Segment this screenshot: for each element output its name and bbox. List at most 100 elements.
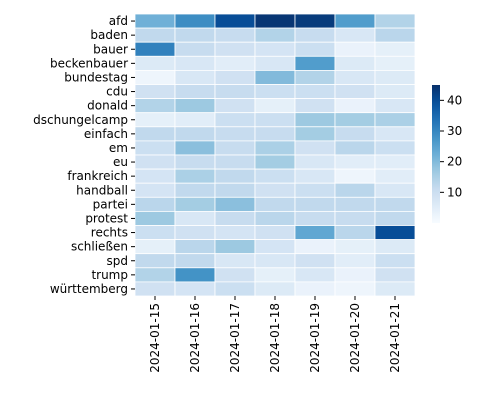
heatmap-cell [134, 267, 176, 283]
heatmap-cell [254, 140, 296, 156]
heatmap-cell [174, 225, 216, 241]
heatmap-cell [254, 27, 296, 43]
heatmap-cell [174, 168, 216, 184]
heatmap-cell [134, 13, 176, 29]
heatmap-cell [254, 182, 296, 198]
heatmap-cell [294, 239, 336, 255]
x-tick-label: 2024-01-16 [188, 303, 202, 373]
heatmap-cell [294, 168, 336, 184]
heatmap-cell [254, 154, 296, 170]
heatmap-cell [294, 210, 336, 226]
heatmap-cell [214, 98, 256, 114]
x-tick-label: 2024-01-18 [268, 303, 282, 373]
heatmap-cell [334, 253, 376, 269]
heatmap-cell [334, 154, 376, 170]
y-tick-label: protest [85, 211, 128, 225]
heatmap-cell [334, 196, 376, 212]
heatmap-cell [334, 239, 376, 255]
heatmap-cell [134, 98, 176, 114]
heatmap-cell [374, 70, 416, 85]
heatmap-cell [294, 140, 336, 156]
heatmap-cell [254, 126, 296, 142]
heatmap-cell [334, 13, 376, 29]
colorbar-gradient [432, 85, 440, 223]
y-tick-label: spd [107, 254, 129, 268]
heatmap-cell [294, 267, 336, 283]
heatmap-cell [174, 182, 216, 198]
heatmap-cell [334, 55, 376, 71]
heatmap-cell [334, 168, 376, 184]
heatmap-cell [374, 267, 416, 283]
heatmap-cell [214, 27, 256, 43]
heatmap-cell [334, 41, 376, 57]
heatmap-cell [334, 210, 376, 226]
heatmap-cell [174, 140, 216, 156]
heatmap-cell [374, 126, 416, 142]
y-tick-label: eu [113, 155, 128, 169]
y-tick-label: donald [87, 99, 128, 113]
heatmap-cell [214, 13, 256, 29]
heatmap-cell [374, 154, 416, 170]
heatmap-cell [334, 112, 376, 128]
heatmap-cell [294, 196, 336, 212]
heatmap-cell [174, 196, 216, 212]
y-tick-label: bundestag [64, 70, 128, 84]
y-tick-label: bauer [93, 42, 128, 56]
heatmap-cell [214, 267, 256, 283]
y-tick-label: handball [76, 183, 128, 197]
heatmap-cell [294, 27, 336, 43]
heatmap-cell [174, 55, 216, 71]
heatmap-cell [334, 27, 376, 43]
heatmap-cell [214, 239, 256, 255]
heatmap-cell [294, 225, 336, 241]
heatmap-cell [134, 41, 176, 57]
y-tick-label: einfach [84, 127, 128, 141]
heatmap-cell [374, 281, 416, 297]
heatmap-cell [134, 112, 176, 128]
heatmap-cell [134, 126, 176, 142]
colorbar-tick-label: 40 [447, 93, 462, 107]
colorbar-tick-label: 30 [447, 124, 462, 138]
heatmap-cell [374, 182, 416, 198]
heatmap-cell [294, 70, 336, 85]
x-tick-labels: 2024-01-15 2024-01-16 2024-01-17 2024-01-18… [148, 296, 402, 373]
heatmap-cell [134, 70, 176, 85]
heatmap-cell [374, 84, 416, 100]
heatmap-cell [174, 126, 216, 142]
heatmap-cell [134, 27, 176, 43]
heatmap-cell [174, 281, 216, 297]
heatmap-cell [214, 55, 256, 71]
heatmap-cell [334, 70, 376, 85]
heatmap-cell [174, 239, 216, 255]
heatmap-cell [294, 126, 336, 142]
heatmap-cell [254, 70, 296, 85]
heatmap-cell [254, 210, 296, 226]
x-tick-label: 2024-01-20 [348, 303, 362, 373]
y-tick-label: beckenbauer [50, 56, 128, 70]
heatmap-cell [294, 84, 336, 100]
heatmap-cell [374, 253, 416, 269]
y-tick-label: afd [109, 14, 128, 28]
colorbar-tick-label: 20 [447, 155, 462, 169]
heatmap-cell [334, 267, 376, 283]
heatmap-cell [254, 13, 296, 29]
heatmap-cell [134, 168, 176, 184]
heatmap-cell [294, 281, 336, 297]
heatmap-cell [254, 168, 296, 184]
heatmap-cell [374, 225, 416, 241]
y-tick-labels: afdbadenbauerbeckenbauerbundestagcdudona… [33, 14, 135, 296]
heatmap-cell [174, 70, 216, 85]
heatmap-cell [334, 98, 376, 114]
heatmap-cell [214, 112, 256, 128]
heatmap-cell [334, 281, 376, 297]
y-tick-label: baden [90, 28, 128, 42]
heatmap-cell [254, 225, 296, 241]
heatmap-cell [214, 253, 256, 269]
heatmap-cell [294, 55, 336, 71]
heatmap-cell [134, 225, 176, 241]
heatmap-cell [174, 253, 216, 269]
heatmap-cell [374, 27, 416, 43]
heatmap-cell [254, 281, 296, 297]
heatmap-cell [254, 196, 296, 212]
